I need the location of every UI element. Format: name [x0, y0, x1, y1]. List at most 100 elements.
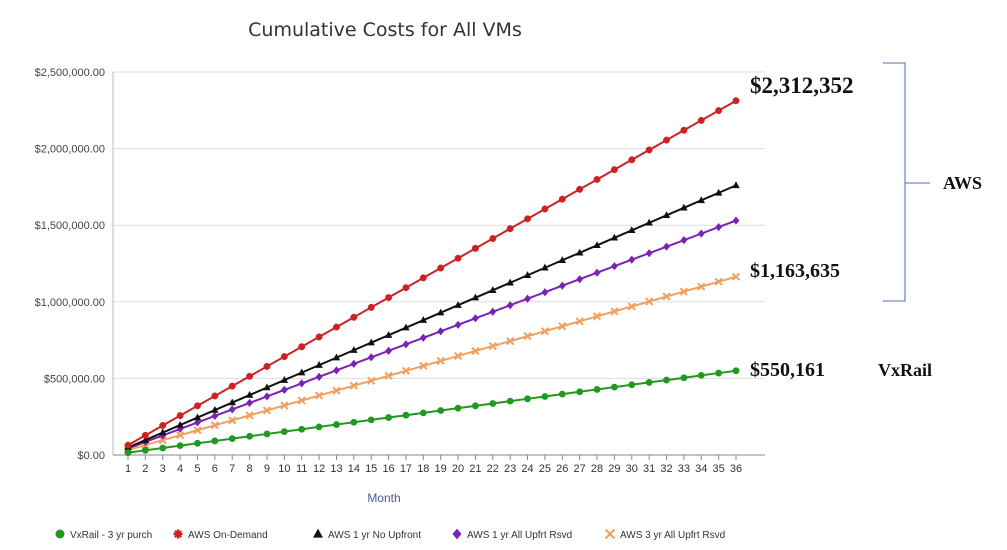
data-point: [662, 292, 671, 301]
data-point: [436, 356, 445, 366]
data-point: [159, 422, 167, 429]
data-point: [176, 412, 184, 420]
data-point: [472, 402, 479, 410]
x-tick-label: 26: [556, 463, 568, 475]
data-point: [262, 406, 272, 415]
legend-label: AWS 1 yr All Upfrt Rsvd: [467, 530, 572, 541]
data-point: [732, 181, 740, 189]
legend-marker: [604, 528, 616, 540]
data-point: [419, 316, 428, 323]
x-tick-label: 18: [417, 463, 429, 475]
series-line: [127, 99, 737, 447]
annotation-vxrail-total: $550,161: [750, 359, 825, 381]
data-point: [194, 402, 201, 410]
data-point: [524, 395, 531, 403]
data-point: [367, 338, 375, 346]
data-point: [419, 333, 427, 342]
data-point: [489, 400, 497, 407]
data-point: [628, 156, 636, 164]
data-point: [263, 383, 271, 391]
data-point: [506, 301, 514, 310]
data-point: [385, 346, 392, 355]
data-point: [558, 390, 566, 398]
data-point: [663, 376, 670, 384]
data-point: [436, 308, 445, 316]
data-point: [454, 320, 462, 329]
data-point: [471, 293, 480, 301]
data-point: [246, 398, 253, 407]
data-point: [367, 353, 375, 362]
data-point: [159, 428, 167, 436]
legend-label: VxRail - 3 yr purch: [70, 530, 152, 541]
x-tick-label: 11: [296, 463, 307, 475]
data-point: [280, 401, 289, 410]
data-point: [333, 421, 340, 428]
data-point: [697, 117, 705, 124]
data-point: [297, 396, 306, 405]
data-point: [731, 272, 741, 281]
x-tick-label: 28: [591, 463, 603, 475]
data-point: [419, 361, 428, 370]
x-tick-label: 9: [264, 463, 270, 475]
data-point: [576, 388, 584, 396]
data-point: [263, 363, 271, 370]
data-point: [385, 414, 392, 421]
data-point: [385, 294, 392, 301]
x-tick-label: 29: [608, 463, 620, 475]
data-point: [680, 374, 688, 382]
data-point: [211, 437, 219, 445]
x-tick-label: 23: [504, 463, 516, 475]
data-point: [350, 313, 358, 321]
data-point: [680, 203, 688, 211]
data-point: [732, 216, 740, 225]
data-point: [194, 439, 201, 447]
data-point: [193, 426, 202, 435]
legend-marker: [452, 528, 462, 540]
series-group: [123, 97, 741, 457]
series-line: [127, 219, 737, 450]
data-point: [506, 397, 514, 405]
data-point: [401, 366, 411, 375]
data-point: [662, 211, 671, 219]
data-point: [297, 368, 306, 376]
annotation-aws-on-demand-total: $2,312,352: [750, 73, 854, 98]
data-point: [611, 166, 618, 174]
data-point: [367, 303, 375, 311]
y-tick-label: $0.00: [77, 450, 105, 462]
series-aws-1-yr-no-upfront: [124, 181, 740, 451]
data-point: [384, 331, 393, 338]
data-point: [610, 307, 619, 316]
data-point: [697, 282, 706, 291]
data-point: [628, 255, 636, 264]
data-point: [576, 185, 584, 193]
data-point: [211, 392, 219, 400]
data-point: [558, 281, 566, 290]
series-line: [127, 184, 737, 449]
data-point: [419, 274, 427, 282]
data-point: [350, 359, 358, 368]
data-point: [645, 146, 653, 154]
x-tick-label: 10: [278, 463, 290, 475]
data-point: [732, 97, 740, 105]
x-tick-label: 2: [142, 463, 148, 475]
data-point: [540, 327, 550, 336]
data-point: [193, 413, 202, 421]
data-point: [402, 323, 410, 331]
data-point: [524, 215, 531, 223]
data-point: [506, 278, 514, 286]
series-line: [127, 275, 737, 452]
x-tick-label: 14: [348, 463, 360, 475]
y-tick-label: $2,500,000.00: [35, 67, 105, 79]
x-tick-label: 19: [435, 463, 447, 475]
data-point: [610, 233, 619, 241]
data-point: [141, 435, 150, 443]
x-axis-ticks: 1 2 3 4 5 6 7 8 9 10 11 12 13 14 15 16 17 18 19 20 21 22 23 24 2…: [125, 455, 742, 475]
data-point: [298, 343, 306, 351]
x-tick-label: 21: [469, 463, 481, 475]
data-point: [141, 446, 149, 454]
legend-marker: [313, 528, 323, 538]
data-point: [697, 229, 705, 238]
data-point: [176, 420, 184, 428]
data-point: [228, 435, 236, 443]
data-point: [350, 346, 358, 353]
